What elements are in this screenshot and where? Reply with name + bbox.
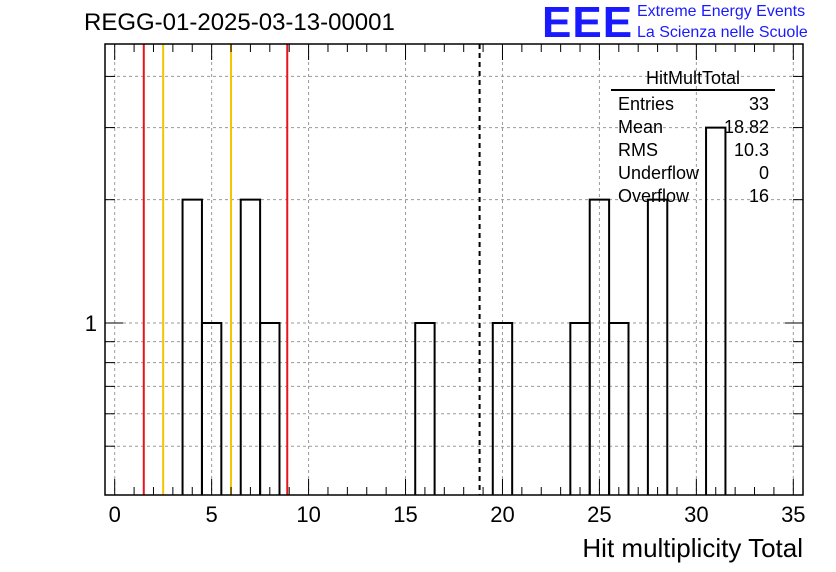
x-tick-label: 0 xyxy=(109,502,121,527)
histogram-bin xyxy=(414,321,436,495)
stats-label: RMS xyxy=(618,140,658,160)
x-tick-label: 35 xyxy=(781,502,805,527)
logo-subtitle-line1: Extreme Energy Events xyxy=(637,3,806,20)
stats-box: HitMultTotal Entries 33 Mean 18.82 RMS 1… xyxy=(611,68,775,208)
stats-label: Mean xyxy=(618,117,664,137)
eee-logo: EEE xyxy=(542,0,634,47)
y-tick-label: 1 xyxy=(85,311,97,336)
stats-value: 0 xyxy=(758,163,769,183)
stats-label: Entries xyxy=(618,94,675,114)
tick-labels: 0 5 10 15 20 25 30 35 1 xyxy=(85,311,806,527)
marker-lines xyxy=(142,44,481,495)
histogram-bin xyxy=(608,321,630,495)
x-axis-title: Hit multiplicity Total xyxy=(582,533,803,563)
x-tick-label: 25 xyxy=(587,502,611,527)
stats-title: HitMultTotal xyxy=(611,68,775,91)
histogram-bin xyxy=(646,198,669,495)
stats-value: 18.82 xyxy=(723,117,769,137)
x-tick-label: 10 xyxy=(296,502,320,527)
histogram-bin xyxy=(705,126,727,495)
histogram-bin xyxy=(200,321,223,495)
stats-row-rms: RMS 10.3 xyxy=(611,139,775,162)
stats-row-overflow: Overflow 16 xyxy=(611,185,775,208)
histogram-bin xyxy=(239,198,262,495)
stats-value: 10.3 xyxy=(733,140,769,160)
plot-frame xyxy=(104,43,804,496)
stats-value: 33 xyxy=(748,94,769,114)
x-tick-label: 20 xyxy=(490,502,514,527)
x-tick-label: 15 xyxy=(393,502,417,527)
histogram-bin xyxy=(259,321,281,495)
stats-row-underflow: Underflow 0 xyxy=(611,162,775,185)
histogram-bin xyxy=(491,321,514,495)
x-tick-label: 30 xyxy=(684,502,708,527)
histogram-bin xyxy=(569,321,591,495)
stats-row-mean: Mean 18.82 xyxy=(611,116,775,139)
page-title: REGG-01-2025-03-13-00001 xyxy=(84,9,395,36)
stats-label: Underflow xyxy=(618,163,700,183)
stats-label: Overflow xyxy=(618,186,690,206)
stats-value: 16 xyxy=(748,186,769,206)
stats-row-entries: Entries 33 xyxy=(611,93,775,116)
histogram-bin xyxy=(181,198,203,495)
histogram-outline xyxy=(181,126,727,495)
x-tick-label: 5 xyxy=(206,502,218,527)
axis-ticks xyxy=(105,44,803,495)
logo-subtitle-line2: La Scienza nelle Scuole xyxy=(637,24,808,41)
